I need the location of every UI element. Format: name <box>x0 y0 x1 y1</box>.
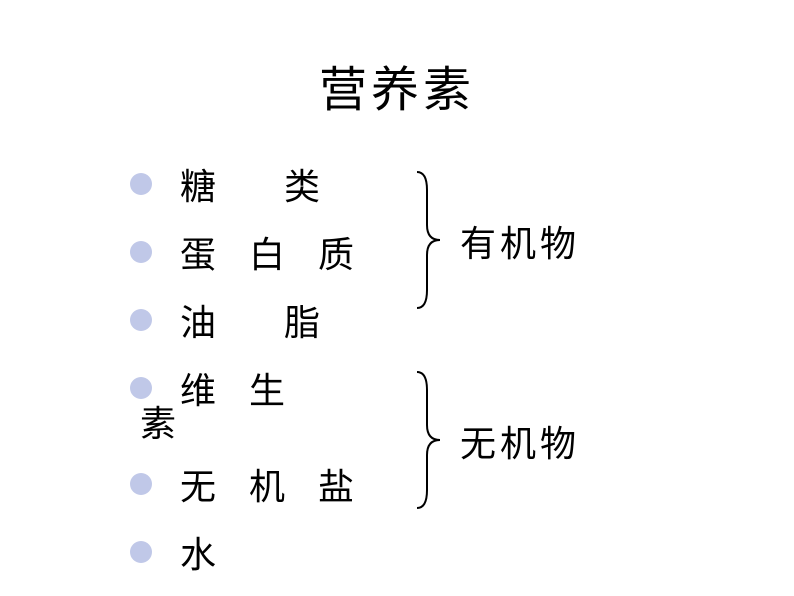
wrapped-character: 素 <box>140 395 176 447</box>
list-item: 糖 类 <box>130 160 410 208</box>
bullet-icon <box>130 241 152 263</box>
list-item: 油 脂 <box>130 296 410 344</box>
bullet-icon <box>130 173 152 195</box>
item-label: 维 生 <box>180 362 297 414</box>
brace-top <box>412 170 442 310</box>
page-title: 营养素 <box>319 50 475 120</box>
category-organic: 有机物 <box>460 215 580 267</box>
bullet-icon <box>130 541 152 563</box>
bullet-icon <box>130 473 152 495</box>
item-label: 油 脂 <box>180 294 336 346</box>
item-label: 水 <box>180 526 232 578</box>
bullet-icon <box>130 309 152 331</box>
list-item: 水 <box>130 528 410 576</box>
category-inorganic: 无机物 <box>460 415 580 467</box>
list-item: 蛋 白 质 <box>130 228 410 276</box>
item-label: 无 机 盐 <box>180 458 366 510</box>
item-label: 蛋 白 质 <box>180 226 366 278</box>
list-item: 无 机 盐 <box>130 460 410 508</box>
brace-bottom <box>412 370 442 510</box>
nutrient-list: 糖 类 蛋 白 质 油 脂 维 生 无 机 盐 水 <box>130 160 410 596</box>
item-label: 糖 类 <box>180 158 336 210</box>
